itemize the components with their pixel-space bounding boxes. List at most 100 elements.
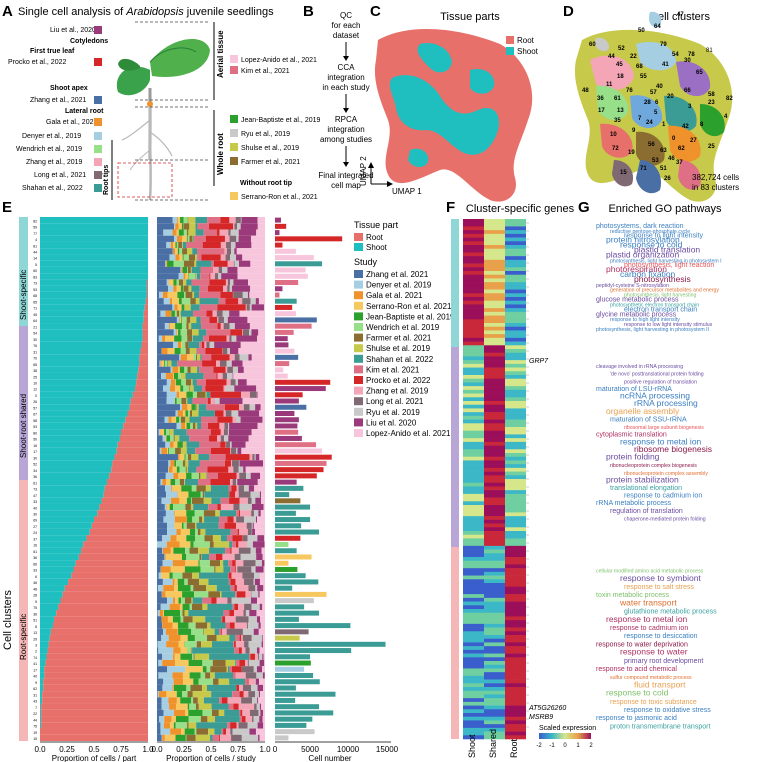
heatmap-cell xyxy=(463,285,484,290)
bar-study-segment xyxy=(219,397,243,405)
bar-shoot xyxy=(40,248,148,255)
bar-study-segment xyxy=(235,659,237,667)
bar-study-segment xyxy=(179,254,183,261)
e-axis-study: 0.0 0.25 0.5 0.75 1.0 Proportion of cell… xyxy=(151,741,271,762)
bar-study-segment xyxy=(203,229,217,236)
bar-study-segment xyxy=(192,616,206,623)
bar-study-segment xyxy=(214,566,216,573)
bar-study-segment xyxy=(183,254,189,261)
bar-study-segment xyxy=(204,516,220,523)
bar-shoot xyxy=(40,541,84,548)
cluster-label: 42 xyxy=(682,124,689,130)
study-label: Zhang et al., 2021 xyxy=(30,97,87,104)
bar-study-segment xyxy=(199,341,202,348)
bar-study-segment xyxy=(240,341,265,348)
bar-study-segment xyxy=(247,541,253,548)
bar-study-segment xyxy=(249,391,257,398)
heatmap-cell xyxy=(505,694,526,699)
bar-cell-number xyxy=(275,460,327,466)
bar-study-segment xyxy=(200,528,206,536)
bar-cell-number xyxy=(275,442,317,448)
heatmap-cell xyxy=(505,467,526,472)
bar-study-segment xyxy=(178,329,181,336)
bar-study-segment xyxy=(260,709,264,717)
bar-study-segment xyxy=(165,485,172,492)
bar-study-segment xyxy=(190,316,197,324)
cluster-row: 40 xyxy=(33,672,314,679)
bar-study-segment xyxy=(195,528,198,536)
cluster-label: 63 xyxy=(660,148,667,154)
heatmap-cell xyxy=(463,594,484,599)
bar-study-segment xyxy=(175,734,186,741)
bar-study-segment xyxy=(174,460,177,467)
bar-study-segment xyxy=(243,691,249,698)
bar-study-segment xyxy=(179,435,190,442)
bar-root xyxy=(137,372,148,380)
bar-study-segment xyxy=(180,285,184,292)
heatmap-cell xyxy=(505,508,526,513)
bar-study-segment xyxy=(159,429,161,436)
heatmap-cell xyxy=(463,575,484,580)
bar-study-segment xyxy=(182,460,186,467)
bar-study-segment xyxy=(162,547,171,554)
bar-cell-number xyxy=(275,298,297,304)
bar-cell-number xyxy=(275,255,314,261)
heatmap-cell xyxy=(463,300,484,305)
bar-study-segment xyxy=(204,491,229,498)
bar-study-segment xyxy=(175,597,179,604)
heatmap-cell xyxy=(463,482,484,487)
bar-study-segment xyxy=(176,466,180,473)
legend-swatch xyxy=(354,418,363,427)
bar-study-segment xyxy=(239,260,251,267)
cluster-row: 44 xyxy=(33,248,296,254)
step-final: cell map xyxy=(331,181,361,190)
cluster-label: 40 xyxy=(656,84,663,90)
bar-study-segment xyxy=(181,335,188,342)
bar-study-segment xyxy=(176,329,178,336)
bar-study-segment xyxy=(238,722,248,729)
heatmap-cell xyxy=(484,690,505,695)
bar-study-segment xyxy=(254,485,265,492)
legend-study-label: Farmer et al. 2021 xyxy=(366,334,432,343)
bar-study-segment xyxy=(157,709,164,717)
bar-root xyxy=(91,522,148,529)
heatmap-cell xyxy=(463,579,484,584)
bar-study-segment xyxy=(189,348,197,355)
bar-study-segment xyxy=(220,535,228,542)
bar-study-segment xyxy=(157,622,163,629)
step-qc: for each xyxy=(332,21,361,30)
cluster-id-label: 9 xyxy=(35,681,37,685)
bar-study-segment xyxy=(157,722,161,729)
bar-study-segment xyxy=(166,279,169,286)
bar-study-segment xyxy=(164,734,176,741)
bar-cell-number xyxy=(275,348,295,354)
go-term: rRNA processing xyxy=(634,398,698,408)
heatmap-cell xyxy=(463,471,484,476)
bar-study-segment xyxy=(191,597,193,604)
heatmap-cell xyxy=(463,241,484,246)
bar-study-segment xyxy=(245,659,248,667)
go-term: sulfur compound metabolic process xyxy=(610,675,692,681)
heatmap-cell xyxy=(505,415,526,420)
bar-study-segment xyxy=(166,541,180,548)
bar-study-segment xyxy=(220,435,224,442)
bar-study-segment xyxy=(182,672,190,679)
bar-study-segment xyxy=(169,279,174,286)
cluster-id-label: 66 xyxy=(33,562,37,566)
bar-shoot xyxy=(40,435,120,442)
heatmap-cell xyxy=(463,597,484,602)
heatmap-cell xyxy=(505,490,526,495)
bar-cell-number xyxy=(275,635,300,641)
bar-study-segment xyxy=(196,522,219,529)
bar-study-segment xyxy=(216,229,220,236)
bar-study-segment xyxy=(209,435,218,442)
heatmap-cell xyxy=(463,653,484,658)
bar-study-segment xyxy=(236,485,239,492)
bar-study-segment xyxy=(178,273,184,280)
bar-study-segment xyxy=(157,254,170,261)
cluster-id-label: 0 xyxy=(35,394,37,398)
bar-study-segment xyxy=(236,248,265,255)
bar-study-segment xyxy=(227,666,230,673)
cluster-row: 6 xyxy=(35,572,306,579)
bar-study-segment xyxy=(193,503,209,511)
